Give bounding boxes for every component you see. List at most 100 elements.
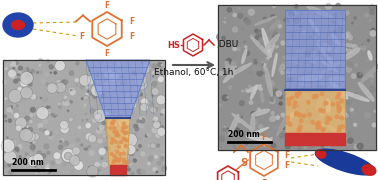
Circle shape bbox=[141, 69, 144, 72]
Circle shape bbox=[66, 100, 68, 101]
Circle shape bbox=[80, 85, 84, 89]
Circle shape bbox=[153, 122, 160, 128]
Circle shape bbox=[135, 158, 137, 161]
Circle shape bbox=[319, 51, 322, 54]
Circle shape bbox=[312, 95, 316, 99]
Circle shape bbox=[347, 46, 348, 47]
Ellipse shape bbox=[223, 71, 235, 82]
Circle shape bbox=[41, 154, 46, 158]
Circle shape bbox=[339, 13, 342, 16]
Circle shape bbox=[30, 142, 32, 143]
Circle shape bbox=[98, 139, 102, 143]
Circle shape bbox=[245, 89, 248, 92]
Circle shape bbox=[316, 122, 319, 126]
Circle shape bbox=[109, 127, 112, 130]
Circle shape bbox=[326, 46, 331, 51]
Circle shape bbox=[328, 117, 332, 121]
Circle shape bbox=[19, 96, 20, 97]
Circle shape bbox=[224, 18, 226, 20]
Circle shape bbox=[127, 168, 130, 171]
Circle shape bbox=[8, 170, 13, 174]
Bar bbox=[3, 60, 165, 175]
Circle shape bbox=[264, 67, 267, 70]
Circle shape bbox=[370, 20, 371, 21]
Circle shape bbox=[258, 67, 262, 71]
Ellipse shape bbox=[311, 112, 332, 123]
Circle shape bbox=[45, 167, 50, 172]
Circle shape bbox=[97, 129, 102, 133]
Circle shape bbox=[287, 127, 288, 129]
Circle shape bbox=[40, 164, 42, 166]
Circle shape bbox=[5, 120, 6, 122]
Circle shape bbox=[136, 64, 138, 66]
Circle shape bbox=[153, 76, 154, 77]
Circle shape bbox=[294, 5, 298, 8]
Circle shape bbox=[339, 60, 345, 65]
Circle shape bbox=[331, 103, 335, 106]
Circle shape bbox=[105, 144, 106, 146]
Circle shape bbox=[88, 167, 90, 169]
Circle shape bbox=[280, 65, 285, 69]
Circle shape bbox=[341, 63, 343, 65]
Circle shape bbox=[287, 98, 291, 102]
Circle shape bbox=[5, 68, 8, 70]
Circle shape bbox=[347, 49, 353, 54]
Circle shape bbox=[96, 88, 99, 91]
Circle shape bbox=[338, 126, 341, 129]
Circle shape bbox=[325, 67, 329, 71]
Circle shape bbox=[65, 153, 72, 159]
Circle shape bbox=[95, 113, 101, 120]
Circle shape bbox=[299, 25, 302, 28]
Circle shape bbox=[76, 62, 79, 65]
Circle shape bbox=[19, 71, 22, 73]
Circle shape bbox=[74, 78, 79, 82]
Circle shape bbox=[319, 138, 320, 139]
Ellipse shape bbox=[299, 75, 324, 81]
Circle shape bbox=[229, 85, 232, 88]
Ellipse shape bbox=[316, 94, 323, 109]
Circle shape bbox=[309, 36, 312, 39]
Circle shape bbox=[73, 91, 76, 94]
Circle shape bbox=[315, 55, 319, 59]
Circle shape bbox=[67, 110, 69, 112]
Circle shape bbox=[257, 71, 262, 76]
Circle shape bbox=[125, 131, 128, 134]
Circle shape bbox=[310, 145, 313, 149]
Circle shape bbox=[306, 135, 310, 139]
Circle shape bbox=[124, 98, 130, 103]
Circle shape bbox=[271, 46, 275, 50]
Circle shape bbox=[48, 168, 51, 172]
Circle shape bbox=[303, 31, 305, 33]
Circle shape bbox=[315, 94, 318, 98]
Circle shape bbox=[345, 100, 350, 105]
Text: F: F bbox=[104, 48, 110, 57]
Circle shape bbox=[161, 109, 166, 113]
Circle shape bbox=[320, 92, 324, 96]
Circle shape bbox=[321, 109, 325, 113]
Ellipse shape bbox=[302, 142, 322, 145]
Circle shape bbox=[237, 48, 240, 51]
Circle shape bbox=[354, 17, 356, 19]
Circle shape bbox=[110, 161, 118, 169]
Circle shape bbox=[352, 104, 354, 105]
Circle shape bbox=[245, 147, 249, 150]
Text: F: F bbox=[129, 32, 135, 41]
Circle shape bbox=[347, 33, 351, 37]
Circle shape bbox=[62, 143, 65, 147]
Circle shape bbox=[37, 108, 48, 119]
Circle shape bbox=[98, 167, 101, 170]
Circle shape bbox=[54, 71, 56, 74]
Ellipse shape bbox=[332, 34, 342, 53]
Circle shape bbox=[90, 108, 94, 113]
Circle shape bbox=[143, 88, 146, 92]
Ellipse shape bbox=[3, 13, 33, 37]
Circle shape bbox=[372, 11, 375, 14]
Circle shape bbox=[229, 72, 233, 76]
Circle shape bbox=[108, 116, 111, 119]
Circle shape bbox=[21, 88, 32, 98]
Circle shape bbox=[37, 72, 39, 73]
Circle shape bbox=[98, 86, 103, 91]
Circle shape bbox=[244, 113, 246, 115]
Circle shape bbox=[113, 126, 116, 129]
Circle shape bbox=[336, 102, 339, 105]
